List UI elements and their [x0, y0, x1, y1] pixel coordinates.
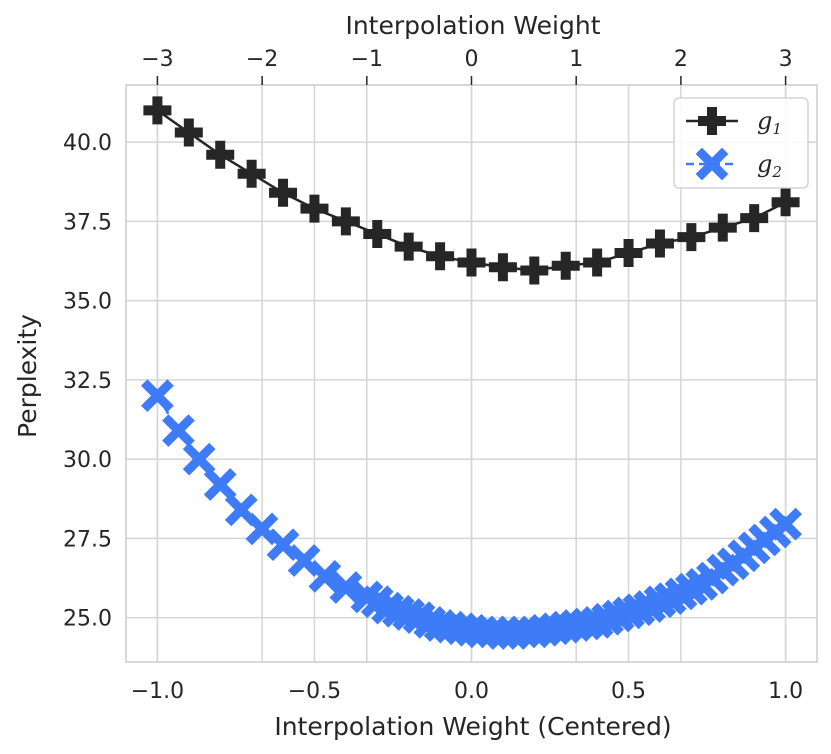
data-point-g2: [224, 493, 258, 527]
data-point-g1: [583, 248, 612, 277]
data-point-g1: [426, 242, 455, 271]
y-tick-label: 27.5: [63, 527, 112, 552]
data-point-g1: [708, 213, 737, 242]
legend-label-subscript: 1: [772, 120, 782, 138]
data-point-g2-stroke-b: [162, 414, 195, 447]
y-tick-label: 25.0: [63, 607, 112, 632]
top-x-tick-label: 3: [779, 47, 793, 72]
data-point-g2: [182, 442, 216, 476]
y-tick-label: 30.0: [63, 448, 112, 473]
legend-label-g1: g1: [757, 107, 782, 138]
data-point-g1: [677, 223, 706, 252]
legend-box: [673, 97, 809, 189]
top-x-tick-label: 2: [674, 47, 688, 72]
legend-marker-g2: [695, 147, 729, 181]
data-point-g2: [203, 468, 237, 501]
data-point-g1: [143, 96, 172, 125]
top-x-tick-label: −3: [141, 47, 173, 72]
data-point-g2: [308, 560, 342, 593]
data-point-g1: [394, 232, 423, 261]
data-point-g1: [488, 253, 517, 282]
data-point-g2-stroke-b: [224, 493, 258, 527]
top-x-tick-label: −1: [351, 47, 383, 72]
data-point-g1: [174, 118, 203, 147]
legend-marker-g1: [698, 107, 726, 135]
top-x-axis-title: Interpolation Weight: [345, 11, 600, 40]
y-axis-title: Perplexity: [13, 314, 42, 438]
data-point-g1: [457, 248, 486, 277]
data-point-g1: [771, 188, 800, 217]
data-point-g1: [363, 220, 392, 249]
x-tick-label: 0.0: [454, 679, 489, 704]
data-point-g2-stroke-b: [308, 560, 342, 593]
legend-entry-g1: g1: [686, 107, 782, 138]
series-g2: [141, 379, 802, 650]
x-tick-label: 1.0: [768, 679, 803, 704]
data-point-g2: [769, 507, 802, 541]
data-point-g2-stroke-b: [141, 379, 174, 413]
series-g1: [143, 96, 800, 285]
top-x-tick-label: 0: [465, 47, 479, 72]
data-point-g1: [269, 178, 298, 207]
data-point-g2-stroke-b: [266, 528, 300, 562]
legend-marker-g2-stroke-b: [695, 147, 729, 181]
tick-layer: 25.0 27.5 30.0 32.5 35.0 37.5 40.0 −1.0 −0.5 0.0 0…: [63, 47, 803, 704]
data-point-g1: [300, 194, 329, 223]
data-point-g1: [206, 140, 235, 169]
y-tick-label: 32.5: [63, 369, 112, 394]
data-point-g2-stroke-b: [182, 442, 216, 476]
top-x-tick-label: 1: [569, 47, 583, 72]
x-axis-title: Interpolation Weight (Centered): [274, 712, 671, 741]
data-point-g2: [329, 571, 363, 604]
data-point-g2-stroke-b: [329, 571, 363, 604]
legend-label-g2: g2: [757, 150, 782, 181]
series-layer: [141, 96, 802, 650]
top-x-tick-label: −2: [246, 47, 278, 72]
data-point-g2-stroke-b: [245, 512, 279, 546]
data-point-g2-stroke-b: [769, 507, 802, 541]
x-tick-label: −0.5: [288, 679, 341, 704]
data-point-g1: [551, 251, 580, 280]
data-point-g1: [740, 204, 769, 233]
data-point-g2-stroke-b: [203, 468, 237, 501]
legend-entry-g2: g2: [686, 147, 782, 181]
data-point-g2: [141, 379, 174, 413]
x-tick-label: 0.5: [611, 679, 646, 704]
data-point-g1: [237, 159, 266, 188]
y-tick-label: 37.5: [63, 210, 112, 235]
y-tick-label: 35.0: [63, 290, 112, 315]
legend-label-base: g: [757, 107, 772, 135]
data-point-g1: [331, 207, 360, 236]
data-point-g1: [520, 256, 549, 285]
x-tick-label: −1.0: [131, 679, 184, 704]
data-point-g1: [645, 229, 674, 258]
data-point-g1: [614, 239, 643, 268]
y-tick-label: 40.0: [63, 131, 112, 156]
legend-label-base: g: [757, 150, 772, 178]
data-point-g2-stroke-b: [287, 544, 321, 577]
legend-label-subscript: 2: [771, 163, 782, 181]
data-point-g2: [162, 414, 195, 447]
